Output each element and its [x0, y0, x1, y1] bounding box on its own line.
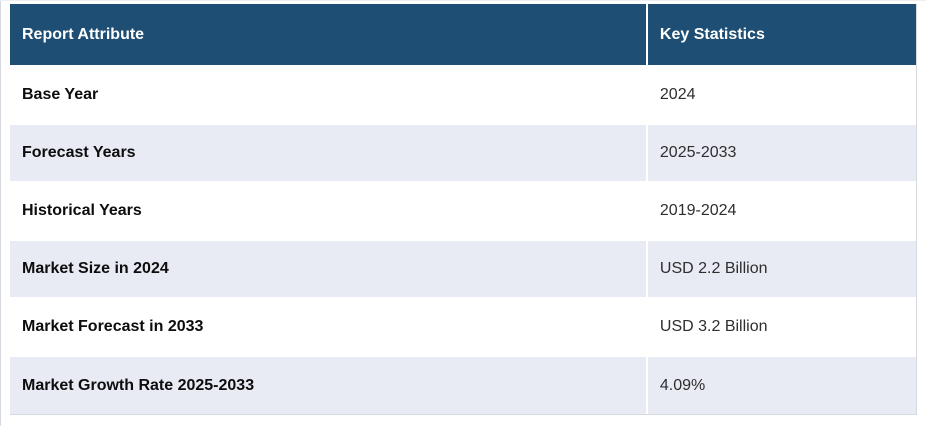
attribute-label: Historical Years	[10, 181, 648, 241]
table-row-forecast-years: Forecast Years 2025-2033	[10, 123, 916, 183]
attribute-label: Market Forecast in 2033	[10, 297, 648, 357]
report-summary-table: Report Attribute Key Statistics Base Yea…	[10, 4, 917, 415]
attribute-value: 2019-2024	[645, 181, 916, 241]
table-row-historical-years: Historical Years 2019-2024	[10, 181, 916, 241]
attribute-value: 2024	[645, 65, 916, 125]
attribute-label: Market Growth Rate 2025-2033	[10, 355, 648, 414]
attribute-value: USD 3.2 Billion	[645, 297, 916, 357]
table-header-row: Report Attribute Key Statistics	[10, 4, 916, 67]
page-left-border	[0, 1, 1, 426]
attribute-value: 2025-2033	[645, 123, 916, 183]
attribute-value: USD 2.2 Billion	[645, 239, 916, 299]
table-row-market-growth-rate: Market Growth Rate 2025-2033 4.09%	[10, 355, 916, 414]
report-attributes-table: Report Attribute Key Statistics Base Yea…	[10, 4, 916, 414]
table-row-base-year: Base Year 2024	[10, 65, 916, 125]
attribute-label: Base Year	[10, 65, 648, 125]
attribute-label: Market Size in 2024	[10, 239, 648, 299]
table-row-market-forecast-2033: Market Forecast in 2033 USD 3.2 Billion	[10, 297, 916, 357]
column-header-key-statistics: Key Statistics	[645, 4, 916, 67]
table-row-market-size-2024: Market Size in 2024 USD 2.2 Billion	[10, 239, 916, 299]
attribute-label: Forecast Years	[10, 123, 648, 183]
attribute-value: 4.09%	[645, 355, 916, 414]
column-header-report-attribute: Report Attribute	[10, 4, 648, 67]
